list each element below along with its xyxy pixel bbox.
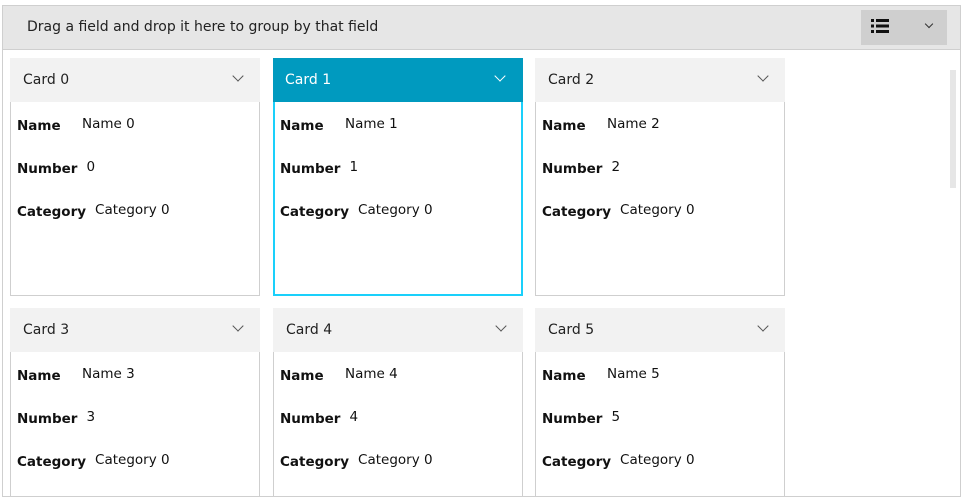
field-value: Name 3 <box>82 366 135 382</box>
field-label: Number <box>17 161 78 177</box>
field-name: Name Name 1 <box>280 116 398 134</box>
field-name: Name Name 0 <box>17 116 135 134</box>
field-value: Category 0 <box>358 452 433 468</box>
field-label: Name <box>280 368 324 384</box>
field-value: Category 0 <box>620 452 695 468</box>
field-value: 4 <box>349 409 359 425</box>
field-label: Name <box>17 368 61 384</box>
field-name: Name Name 5 <box>542 366 660 384</box>
view-mode-dropdown[interactable] <box>861 10 947 45</box>
field-label: Number <box>17 411 78 427</box>
card-title: Card 5 <box>548 322 595 338</box>
field-label: Category <box>542 454 612 470</box>
field-value: Category 0 <box>358 202 433 218</box>
field-value: 3 <box>86 409 96 425</box>
field-category: Category Category 0 <box>542 452 695 470</box>
field-value: Name 4 <box>345 366 398 382</box>
field-name: Name Name 4 <box>280 366 398 384</box>
card[interactable]: Card 2 Name Name 2 Number 2 Category Catego… <box>535 58 785 296</box>
chevron-down-icon[interactable] <box>757 70 769 82</box>
field-value: Name 1 <box>345 116 398 132</box>
field-label: Number <box>542 161 603 177</box>
field-label: Category <box>280 454 350 470</box>
field-value: 2 <box>611 159 621 175</box>
card-view: Drag a field and drop it here to group b… <box>2 5 961 497</box>
card-header[interactable]: Card 3 <box>10 308 260 352</box>
card-title: Card 2 <box>548 72 595 88</box>
field-category: Category Category 0 <box>280 202 433 220</box>
field-value: Category 0 <box>620 202 695 218</box>
field-label: Name <box>280 118 324 134</box>
field-label: Category <box>280 204 350 220</box>
field-value: Category 0 <box>95 202 170 218</box>
field-label: Number <box>280 411 341 427</box>
card[interactable]: Card 3 Name Name 3 Number 3 Category Catego… <box>10 308 260 496</box>
chevron-down-icon <box>924 19 934 29</box>
card[interactable]: Card 0 Name Name 0 Number 0 Category Catego… <box>10 58 260 296</box>
card-header[interactable]: Card 2 <box>535 58 785 102</box>
field-label: Number <box>280 161 341 177</box>
card[interactable]: Card 5 Name Name 5 Number 5 Category Catego… <box>535 308 785 496</box>
card[interactable]: Card 1 Name Name 1 Number 1 Category Catego… <box>273 58 523 296</box>
field-label: Name <box>542 368 586 384</box>
card-title: Card 4 <box>286 322 333 338</box>
field-label: Number <box>542 411 603 427</box>
chevron-down-icon[interactable] <box>757 320 769 332</box>
vertical-scrollbar[interactable] <box>950 70 956 188</box>
field-number: Number 0 <box>17 159 96 177</box>
field-number: Number 5 <box>542 409 621 427</box>
field-value: 5 <box>611 409 621 425</box>
chevron-down-icon[interactable] <box>232 320 244 332</box>
field-value: Name 0 <box>82 116 135 132</box>
field-name: Name Name 2 <box>542 116 660 134</box>
field-category: Category Category 0 <box>542 202 695 220</box>
field-label: Category <box>17 204 87 220</box>
field-number: Number 1 <box>280 159 359 177</box>
card-header[interactable]: Card 5 <box>535 308 785 352</box>
chevron-down-icon[interactable] <box>495 320 507 332</box>
field-number: Number 3 <box>17 409 96 427</box>
field-value: Name 2 <box>607 116 660 132</box>
card[interactable]: Card 4 Name Name 4 Number 4 Category Catego… <box>273 308 523 496</box>
field-category: Category Category 0 <box>17 202 170 220</box>
field-value: 1 <box>349 159 359 175</box>
group-panel-hint: Drag a field and drop it here to group b… <box>27 19 379 35</box>
card-header[interactable]: Card 4 <box>273 308 523 352</box>
card-header[interactable]: Card 1 <box>273 58 523 102</box>
card-header[interactable]: Card 0 <box>10 58 260 102</box>
field-value: Name 5 <box>607 366 660 382</box>
card-title: Card 0 <box>23 72 70 88</box>
field-number: Number 2 <box>542 159 621 177</box>
field-label: Name <box>542 118 586 134</box>
field-category: Category Category 0 <box>280 452 433 470</box>
field-label: Category <box>542 204 612 220</box>
group-panel[interactable]: Drag a field and drop it here to group b… <box>3 6 960 50</box>
chevron-down-icon[interactable] <box>232 70 244 82</box>
card-title: Card 1 <box>285 72 332 88</box>
list-icon <box>871 19 889 33</box>
field-label: Category <box>17 454 87 470</box>
field-name: Name Name 3 <box>17 366 135 384</box>
field-category: Category Category 0 <box>17 452 170 470</box>
field-number: Number 4 <box>280 409 359 427</box>
card-title: Card 3 <box>23 322 70 338</box>
field-value: Category 0 <box>95 452 170 468</box>
field-label: Name <box>17 118 61 134</box>
field-value: 0 <box>86 159 96 175</box>
chevron-down-icon[interactable] <box>494 70 506 82</box>
